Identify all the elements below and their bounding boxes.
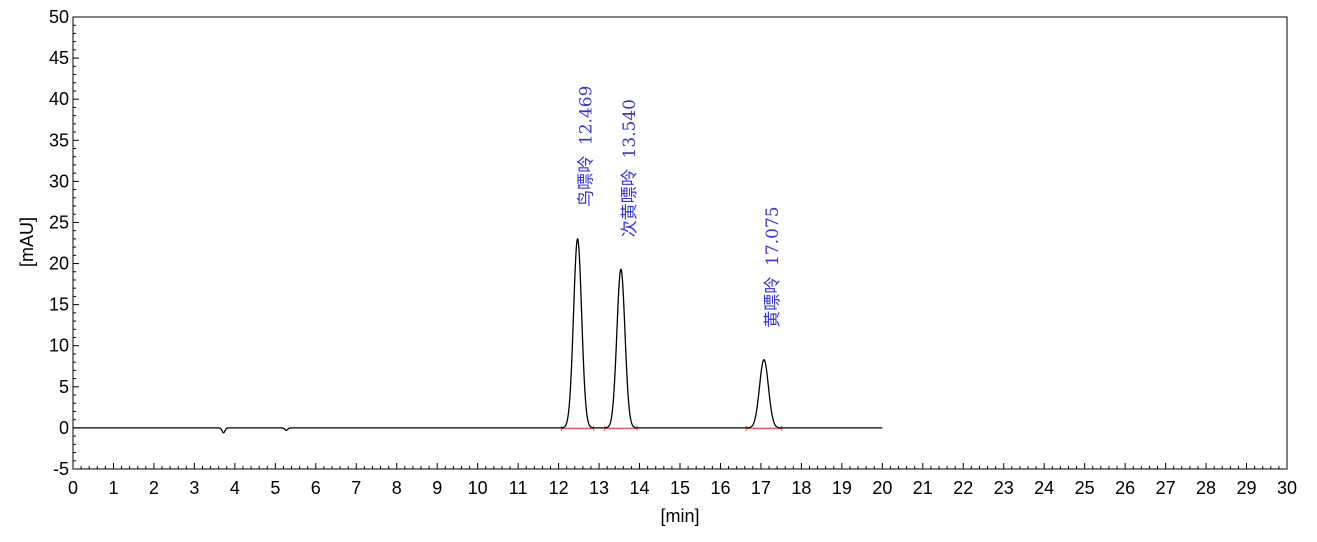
x-tick-label: 24 xyxy=(1034,478,1054,498)
y-tick-label: 40 xyxy=(49,89,69,109)
x-tick-label: 25 xyxy=(1075,478,1095,498)
x-tick-label: 19 xyxy=(832,478,852,498)
plot-frame xyxy=(72,16,1288,470)
x-tick-label: 2 xyxy=(149,478,159,498)
y-tick-label: 50 xyxy=(49,7,69,27)
x-axis-title: [min] xyxy=(660,506,699,526)
y-tick-label: 25 xyxy=(49,212,69,232)
x-tick-label: 15 xyxy=(670,478,690,498)
x-tick-label: 14 xyxy=(630,478,650,498)
x-tick-label: 28 xyxy=(1196,478,1216,498)
y-tick-label: 30 xyxy=(49,171,69,191)
x-tick-label: 9 xyxy=(432,478,442,498)
peak-label: 次黄嘌呤 13.540 xyxy=(620,99,640,237)
peak-label: 黄嘌呤 17.075 xyxy=(763,206,783,327)
y-ticks: -5 0 5 10 15 20 25 30 35 40 45 50 xyxy=(49,7,79,479)
x-tick-label: 20 xyxy=(872,478,892,498)
y-tick-label: 5 xyxy=(59,377,69,397)
peak-labels: 鸟嘌呤 12.469 次黄嘌呤 13.540 黄嘌呤 17.075 xyxy=(577,86,783,328)
x-tick-label: 5 xyxy=(270,478,280,498)
x-tick-label: 26 xyxy=(1115,478,1135,498)
peak-label: 鸟嘌呤 12.469 xyxy=(577,86,597,207)
x-tick-label: 30 xyxy=(1277,478,1297,498)
x-ticks: 0 1 2 3 4 5 6 7 8 9 10 11 12 13 14 15 16 17 18 19 20 21 22 23 24… xyxy=(68,463,1297,498)
x-tick-label: 17 xyxy=(751,478,771,498)
x-tick-label: 21 xyxy=(913,478,933,498)
x-tick-label: 22 xyxy=(953,478,973,498)
x-tick-label: 23 xyxy=(994,478,1014,498)
y-tick-label: 20 xyxy=(49,254,69,274)
x-tick-label: 18 xyxy=(791,478,811,498)
y-axis-title: [mAU] xyxy=(17,217,37,267)
x-tick-label: 27 xyxy=(1156,478,1176,498)
x-tick-label: 3 xyxy=(189,478,199,498)
x-tick-label: 7 xyxy=(351,478,361,498)
x-tick-label: 29 xyxy=(1237,478,1257,498)
x-tick-label: 16 xyxy=(710,478,730,498)
y-tick-label: 0 xyxy=(59,418,69,438)
signal-trace xyxy=(73,237,883,434)
x-tick-label: 1 xyxy=(108,478,118,498)
x-tick-label: 8 xyxy=(392,478,402,498)
x-tick-label: 0 xyxy=(68,478,78,498)
y-tick-label: 15 xyxy=(49,295,69,315)
y-tick-label: 35 xyxy=(49,130,69,150)
x-tick-label: 4 xyxy=(230,478,240,498)
x-tick-label: 6 xyxy=(311,478,321,498)
x-tick-label: 10 xyxy=(468,478,488,498)
x-tick-label: 12 xyxy=(549,478,569,498)
y-tick-label: 45 xyxy=(49,48,69,68)
y-tick-label: 10 xyxy=(49,336,69,356)
x-tick-label: 13 xyxy=(589,478,609,498)
y-tick-label: -5 xyxy=(53,459,69,479)
x-tick-label: 11 xyxy=(509,478,528,498)
